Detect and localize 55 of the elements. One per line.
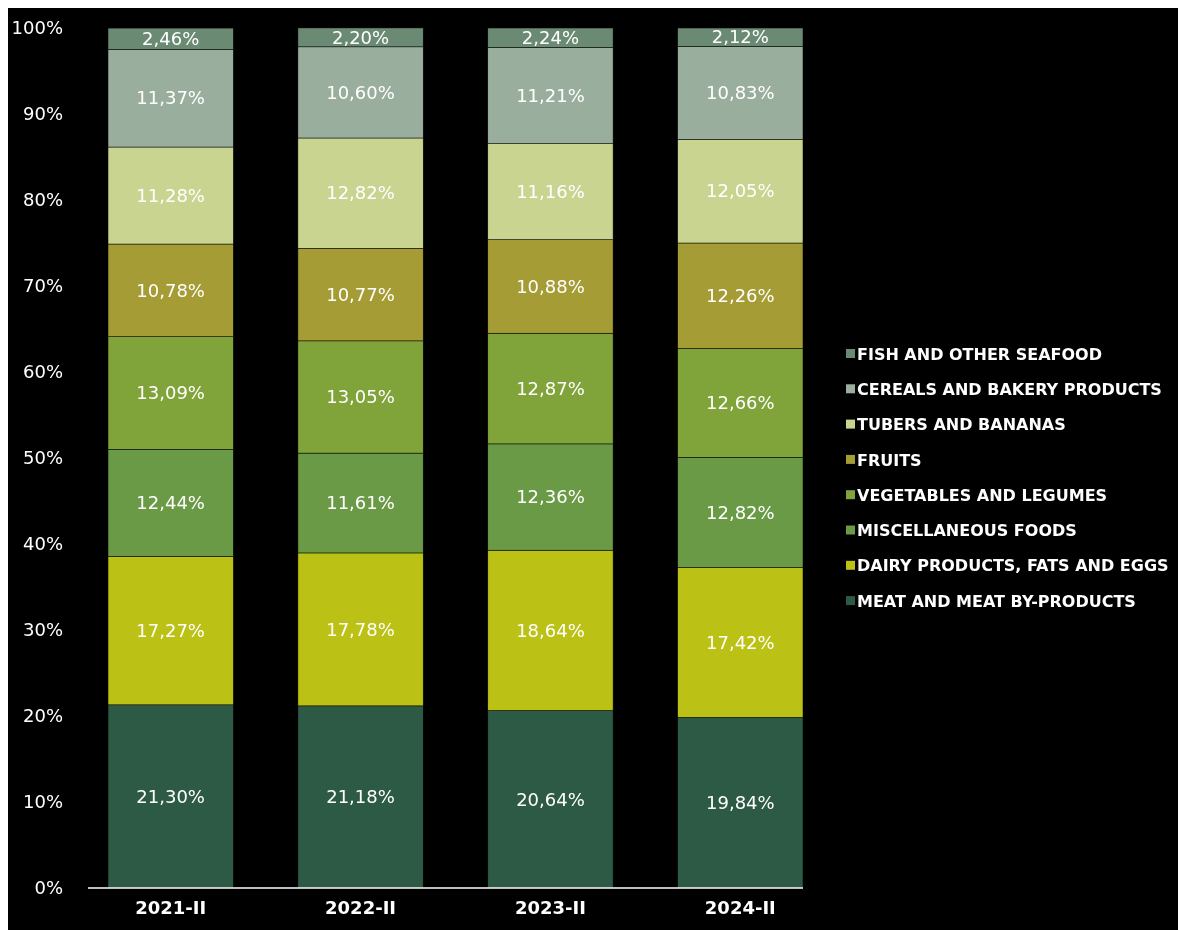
data-label: 11,16% — [516, 180, 585, 202]
legend-label: TUBERS AND BANANAS — [857, 415, 1066, 435]
y-tick-label: 40% — [22, 533, 63, 555]
y-tick-label: 60% — [22, 361, 63, 383]
data-label: 11,61% — [326, 492, 395, 514]
data-label: 21,18% — [326, 786, 395, 808]
y-tick-label: 80% — [22, 189, 63, 211]
data-label: 11,28% — [136, 184, 205, 206]
data-label: 10,83% — [706, 82, 775, 104]
y-tick-label: 0% — [34, 877, 63, 899]
legend-label: CEREALS AND BAKERY PRODUCTS — [857, 379, 1162, 399]
y-tick-label: 90% — [22, 103, 63, 125]
data-label: 17,42% — [706, 631, 775, 653]
data-label: 12,26% — [706, 285, 775, 307]
y-tick-label: 10% — [22, 791, 63, 813]
data-label: 10,60% — [326, 81, 395, 103]
data-label: 17,27% — [136, 619, 205, 641]
data-label: 17,78% — [326, 618, 395, 640]
y-tick-label: 100% — [11, 17, 63, 39]
data-label: 2,24% — [521, 26, 580, 48]
x-tick-label: 2022-II — [325, 897, 397, 918]
data-label: 11,21% — [516, 84, 585, 106]
data-label: 13,05% — [326, 386, 395, 408]
data-label: 2,12% — [711, 26, 769, 48]
data-label: 12,36% — [516, 486, 585, 508]
data-label: 18,64% — [516, 619, 585, 641]
data-label: 13,09% — [136, 382, 205, 404]
x-tick-label: 2023-II — [514, 897, 586, 918]
y-tick-label: 20% — [22, 705, 63, 727]
data-label: 2,46% — [142, 27, 200, 49]
data-label: 10,88% — [516, 275, 585, 297]
y-tick-label: 50% — [22, 447, 63, 469]
y-tick-label: 70% — [22, 275, 63, 297]
legend-label: MEAT AND MEAT BY-PRODUCTS — [857, 591, 1136, 611]
data-label: 12,82% — [326, 182, 395, 204]
data-label: 12,82% — [706, 501, 775, 523]
data-label: 2,20% — [331, 26, 390, 48]
data-label: 12,44% — [136, 492, 205, 514]
x-tick-label: 2021-II — [135, 897, 207, 918]
legend-label: MISCELLANEOUS FOODS — [857, 521, 1077, 541]
data-label: 12,05% — [706, 180, 775, 202]
y-tick-label: 30% — [22, 619, 63, 641]
data-label: 12,66% — [706, 392, 775, 414]
legend-label: FISH AND OTHER SEAFOOD — [857, 344, 1102, 364]
data-label: 10,78% — [136, 279, 205, 301]
data-label: 12,87% — [516, 377, 585, 399]
data-label: 20,64% — [516, 788, 585, 810]
data-label: 19,84% — [706, 791, 775, 813]
legend-label: DAIRY PRODUCTS, FATS AND EGGS — [857, 556, 1169, 576]
legend-label: FRUITS — [857, 450, 922, 470]
data-label: 11,37% — [136, 87, 205, 109]
data-label: 21,30% — [136, 785, 205, 807]
x-tick-label: 2024-II — [704, 897, 776, 918]
legend-label: VEGETABLES AND LEGUMES — [857, 485, 1108, 505]
data-label: 10,77% — [326, 283, 395, 305]
